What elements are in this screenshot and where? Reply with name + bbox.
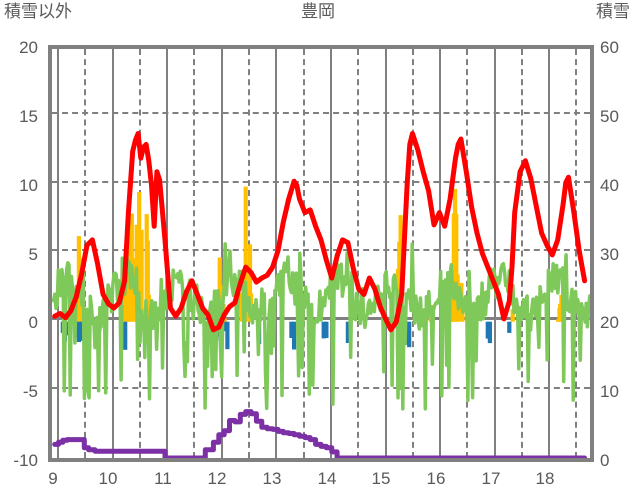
x-tick-14: 14: [317, 469, 337, 488]
gridline-v-18h: [575, 49, 577, 458]
top-tick-18h: [575, 49, 577, 54]
top-tick-16h: [466, 49, 468, 54]
top-tick-18: [548, 49, 550, 58]
gridline-v-9: [57, 49, 59, 458]
gridline-v-15: [385, 49, 387, 458]
gridline-v-16h: [466, 49, 468, 458]
top-tick-9h: [84, 49, 86, 54]
top-tick-17: [494, 49, 496, 58]
x-tick-9: 9: [48, 469, 58, 488]
gridline-v-17: [494, 49, 496, 458]
top-tick-11: [166, 49, 168, 58]
x-tick-13: 13: [262, 469, 282, 488]
x-tick-12: 12: [207, 469, 227, 488]
gridline-h-15: [52, 112, 590, 114]
purple-line-layer: [52, 409, 588, 458]
left-tick-20: 20: [19, 38, 38, 57]
left-tick-m5: -5: [22, 382, 38, 401]
gridline-h-m5: [52, 387, 590, 389]
top-tick-10h: [139, 49, 141, 54]
top-tick-12: [221, 49, 223, 58]
left-tick-15: 15: [19, 107, 38, 126]
gridline-v-11h: [193, 49, 195, 458]
gridline-h-5: [52, 249, 590, 251]
top-tick-14: [330, 49, 332, 58]
x-tick-15: 15: [371, 469, 391, 488]
right-tick-20: 20: [600, 313, 619, 332]
x-tick-16: 16: [426, 469, 446, 488]
left-tick-10: 10: [19, 176, 38, 195]
green-line-layer: [52, 242, 590, 411]
x-tick-11: 11: [154, 469, 172, 488]
chart-title: 豊岡: [301, 2, 335, 21]
right-tick-50: 50: [600, 107, 619, 126]
gridline-v-14h: [357, 49, 359, 458]
top-tick-12h: [248, 49, 250, 54]
red-line-layer: [52, 131, 588, 333]
x-tick-17: 17: [481, 469, 501, 488]
right-tick-40: 40: [600, 176, 619, 195]
left-axis-title: 積雪以外: [4, 2, 72, 21]
right-axis-title: 積雪: [596, 2, 630, 21]
gridline-h-10: [52, 181, 590, 183]
top-tick-14h: [357, 49, 359, 54]
right-tick-10: 10: [600, 382, 619, 401]
top-tick-15: [385, 49, 387, 58]
left-tick-m10: -10: [13, 451, 38, 470]
x-tick-10: 10: [98, 469, 118, 488]
top-tick-11h: [193, 49, 195, 54]
plot-area: [48, 45, 594, 462]
right-tick-60: 60: [600, 38, 619, 57]
top-tick-17h: [521, 49, 523, 54]
gridline-v-14: [330, 49, 332, 458]
top-tick-15h: [412, 49, 414, 54]
right-tick-0: 0: [600, 451, 610, 470]
x-tick-18: 18: [535, 469, 555, 488]
left-tick-5: 5: [28, 245, 38, 264]
gridline-v-12: [221, 49, 223, 458]
gridline-v-13h: [303, 49, 305, 458]
left-tick-0: 0: [28, 313, 38, 332]
gridline-v-17h: [521, 49, 523, 458]
top-tick-13: [275, 49, 277, 58]
right-tick-30: 30: [600, 245, 619, 264]
gridline-v-10: [112, 49, 114, 458]
gridline-v-16: [439, 49, 441, 458]
plot-inner: [52, 49, 590, 458]
top-tick-9: [57, 49, 59, 58]
top-tick-10: [112, 49, 114, 58]
top-tick-13h: [303, 49, 305, 54]
top-tick-16: [439, 49, 441, 58]
